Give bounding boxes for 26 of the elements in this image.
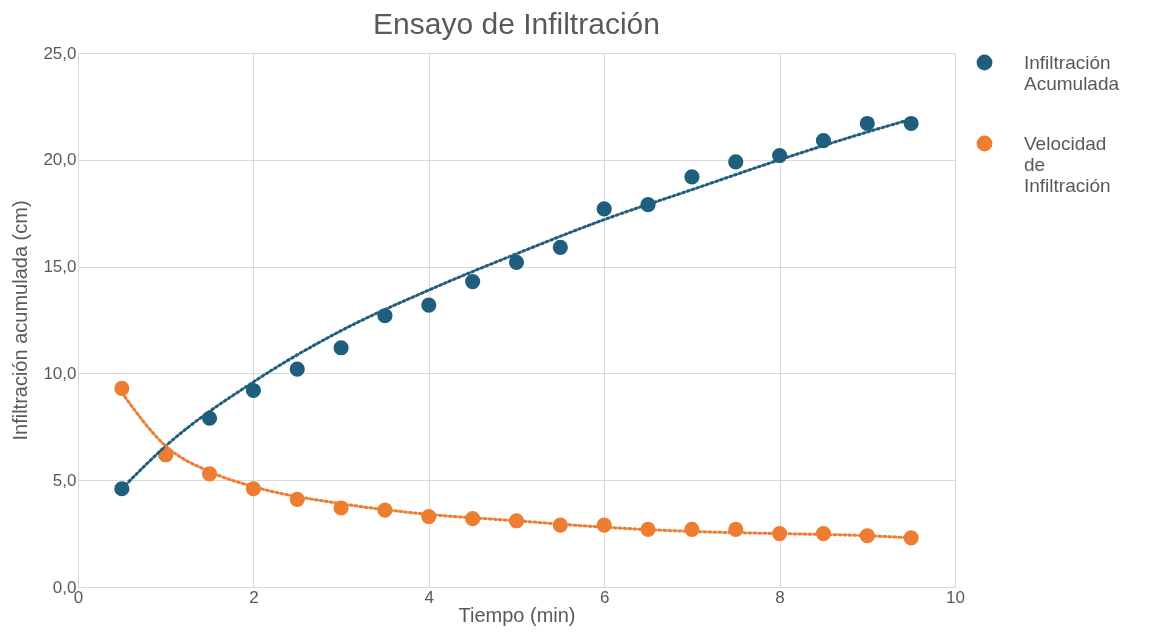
y-tick-label: 15,0 (43, 257, 77, 277)
point (508, 254, 525, 270)
legend-label: Infiltración Acumulada (1024, 51, 1120, 94)
point (421, 297, 437, 313)
point (289, 361, 305, 377)
x-tick-label: 4 (424, 587, 435, 607)
point (552, 239, 568, 255)
x-tick-label: 10 (946, 587, 965, 607)
y-tick-label: 25,0 (43, 43, 77, 63)
point (245, 382, 261, 399)
x-axis-title: Tiempo (min) (458, 603, 576, 626)
point (465, 273, 481, 290)
chart-title: Ensayo de Infiltración (373, 7, 660, 40)
x-tick-label: 6 (599, 587, 610, 607)
y-tick-label: 20,0 (43, 150, 77, 170)
point (859, 115, 875, 132)
x-tick-label: 2 (249, 587, 259, 607)
point (333, 340, 349, 356)
y-tick-label: 5,0 (52, 470, 77, 490)
y-axis-title: Infiltración acumulada (cm) (9, 200, 32, 441)
point (596, 201, 612, 217)
x-tick-label: 8 (775, 587, 785, 607)
legend-label: Velocidad de Infiltración (1024, 132, 1111, 196)
point (684, 169, 700, 185)
y-tick-label: 10,0 (43, 363, 77, 383)
point (728, 154, 744, 170)
